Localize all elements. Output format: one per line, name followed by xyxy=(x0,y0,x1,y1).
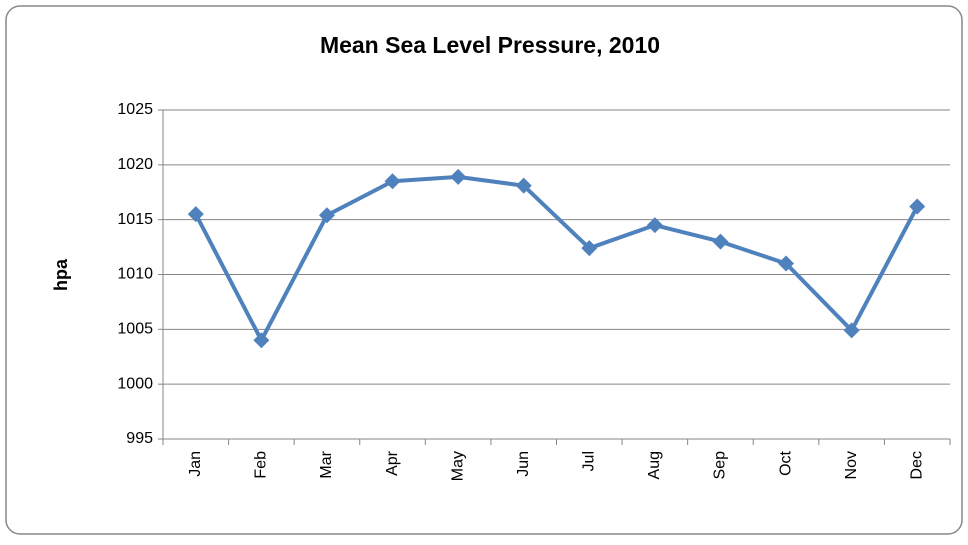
x-tick-label: Jun xyxy=(515,451,532,477)
marker xyxy=(515,177,532,194)
y-tick-label: 995 xyxy=(126,430,153,447)
y-tick-label: 1010 xyxy=(117,266,153,283)
y-axis-label: hpa xyxy=(51,258,71,291)
marker xyxy=(646,217,663,234)
x-tick-label: Jan xyxy=(187,451,204,477)
marker xyxy=(253,332,270,349)
x-tick-label: Oct xyxy=(777,450,794,475)
x-tick-label: Aug xyxy=(646,451,663,479)
y-tick-label: 1015 xyxy=(117,211,153,228)
x-tick-label: May xyxy=(449,451,466,481)
y-tick-label: 1020 xyxy=(117,156,153,173)
x-tick-label: Mar xyxy=(318,450,335,478)
x-tick-label: Apr xyxy=(384,450,401,476)
x-tick-label: Feb xyxy=(253,451,270,479)
chart-frame xyxy=(5,5,963,535)
y-tick-label: 1000 xyxy=(117,375,153,392)
x-tick-label: Sep xyxy=(712,451,729,480)
marker xyxy=(909,198,926,215)
marker xyxy=(318,207,335,224)
chart-title: Mean Sea Level Pressure, 2010 xyxy=(320,32,660,58)
marker xyxy=(843,322,860,339)
marker xyxy=(778,255,795,272)
line xyxy=(194,174,919,343)
marker xyxy=(450,168,467,185)
x-tick-label: Jul xyxy=(581,451,598,471)
marker xyxy=(187,206,204,223)
x-tick-label: Dec xyxy=(908,451,925,479)
marker xyxy=(384,173,401,190)
y-tick-label: 1025 xyxy=(117,101,153,118)
x-tick-label: Nov xyxy=(843,451,860,479)
y-tick-label: 1005 xyxy=(117,321,153,338)
marker xyxy=(712,233,729,250)
marker xyxy=(581,240,598,257)
